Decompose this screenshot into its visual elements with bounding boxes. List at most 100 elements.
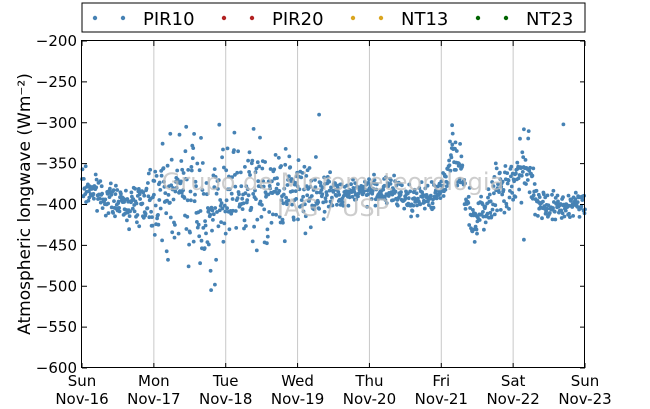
y-tick-label: −450 xyxy=(36,236,77,254)
watermark-line-2: IAG / USP xyxy=(277,194,389,222)
data-point xyxy=(335,202,339,207)
data-point xyxy=(159,173,164,178)
data-point xyxy=(284,195,288,200)
data-point xyxy=(514,171,518,176)
data-point xyxy=(507,207,511,211)
data-point xyxy=(297,187,302,192)
data-point xyxy=(500,179,505,184)
data-point xyxy=(209,288,214,292)
data-point xyxy=(162,184,167,189)
data-point xyxy=(235,170,240,175)
data-point xyxy=(325,193,329,198)
data-point xyxy=(580,197,585,202)
data-point xyxy=(531,193,536,198)
data-point xyxy=(277,215,282,219)
data-point xyxy=(106,201,110,206)
data-point xyxy=(393,179,397,184)
data-point xyxy=(333,181,337,186)
data-point xyxy=(219,220,224,225)
data-point xyxy=(175,177,180,182)
data-point xyxy=(303,231,308,236)
data-point xyxy=(498,208,503,212)
data-point xyxy=(541,199,545,204)
data-point xyxy=(161,166,166,171)
data-point xyxy=(288,165,293,170)
data-point xyxy=(252,224,256,229)
data-point xyxy=(177,132,182,137)
data-point xyxy=(157,198,162,202)
data-point xyxy=(197,234,202,239)
data-point xyxy=(441,194,446,198)
data-point xyxy=(213,175,218,179)
data-point xyxy=(163,191,168,196)
data-point xyxy=(293,189,298,194)
data-point xyxy=(448,168,453,173)
data-point xyxy=(113,192,118,197)
data-point xyxy=(410,209,415,213)
data-point xyxy=(256,179,261,184)
data-point xyxy=(430,201,435,206)
data-point xyxy=(249,205,254,210)
data-point xyxy=(290,189,295,194)
data-point xyxy=(208,212,213,217)
data-point xyxy=(324,199,328,204)
data-point xyxy=(109,193,114,197)
data-point xyxy=(530,196,535,201)
data-point xyxy=(462,178,467,182)
data-point xyxy=(438,196,443,201)
legend-label: NT13 xyxy=(401,9,448,30)
x-tick-day: Sun xyxy=(68,372,97,390)
data-point xyxy=(169,183,174,188)
data-point xyxy=(453,140,458,145)
data-point xyxy=(422,206,427,211)
data-point xyxy=(575,200,580,205)
data-point xyxy=(218,198,223,202)
data-point xyxy=(261,184,266,189)
data-point xyxy=(260,203,264,207)
data-point xyxy=(156,222,161,227)
data-point xyxy=(216,224,221,229)
data-point xyxy=(318,180,323,185)
watermark: Grupo de Micrometeorologia IAG / USP xyxy=(162,168,504,222)
data-point xyxy=(509,184,514,189)
data-point xyxy=(463,207,468,211)
data-point xyxy=(144,186,149,191)
data-point xyxy=(244,184,249,189)
data-point xyxy=(393,189,398,194)
data-point xyxy=(223,209,228,214)
data-point xyxy=(328,170,332,175)
data-point xyxy=(528,165,532,170)
data-point xyxy=(243,191,248,196)
data-point xyxy=(504,204,509,209)
data-point xyxy=(417,186,422,190)
data-point xyxy=(109,205,114,210)
data-point xyxy=(153,203,158,208)
data-point xyxy=(172,235,177,240)
data-point xyxy=(517,187,521,192)
data-point xyxy=(433,188,438,193)
data-point xyxy=(246,193,251,198)
data-point xyxy=(577,215,582,219)
data-point xyxy=(269,220,274,225)
data-point xyxy=(148,167,153,172)
legend-marker xyxy=(378,15,384,21)
data-point xyxy=(195,161,200,166)
data-point xyxy=(241,201,246,206)
data-point xyxy=(320,192,325,197)
data-point xyxy=(323,196,328,201)
data-point xyxy=(460,163,465,168)
data-point xyxy=(276,155,281,160)
data-point xyxy=(191,146,196,151)
y-tick-label: −250 xyxy=(36,73,77,91)
data-point xyxy=(130,206,135,211)
data-point xyxy=(371,186,375,191)
data-point xyxy=(499,184,504,189)
data-point xyxy=(160,238,165,243)
data-point xyxy=(511,197,515,202)
data-point xyxy=(481,214,486,219)
x-tick-date: Nov-17 xyxy=(127,390,180,408)
data-point xyxy=(135,220,139,225)
data-point xyxy=(389,178,393,183)
data-point xyxy=(312,204,317,208)
data-point xyxy=(541,192,546,197)
